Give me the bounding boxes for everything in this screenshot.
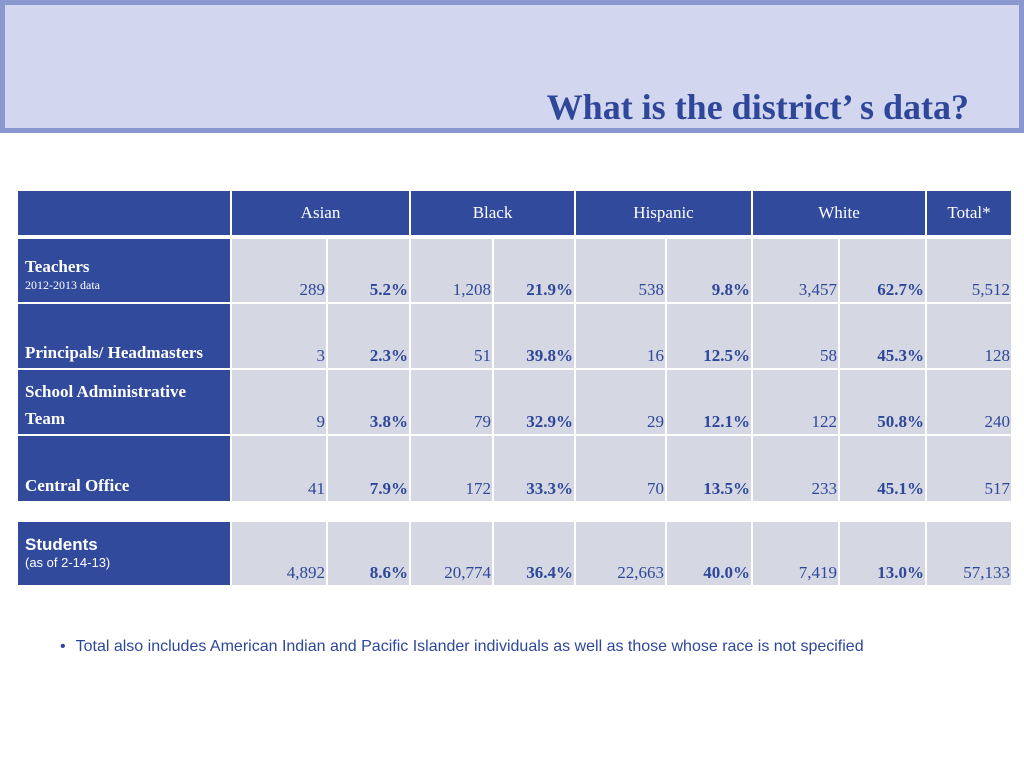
cell-count: 7,419 — [751, 521, 841, 585]
header-white: White — [751, 191, 928, 237]
cell-count: 3,457 — [751, 235, 841, 303]
cell-percent: 5.2% — [325, 235, 412, 303]
cell-percent: 9.8% — [665, 235, 754, 303]
bullet-icon: • — [60, 638, 66, 655]
cell-percent: 2.3% — [325, 303, 412, 369]
table-row-principals: Principals/ Headmasters 3 2.3% 51 39.8% … — [16, 303, 1014, 369]
row-label-principals: Principals/ Headmasters — [16, 303, 232, 369]
district-data-table: Asian Black Hispanic White Total* Teache… — [15, 191, 1014, 585]
cell-percent: 8.6% — [325, 521, 412, 585]
cell-count: 172 — [409, 435, 495, 501]
cell-percent: 12.5% — [665, 303, 754, 369]
cell-count: 70 — [574, 435, 668, 501]
cell-percent: 45.1% — [838, 435, 928, 501]
cell-percent: 13.5% — [665, 435, 754, 501]
footnote-text: Total also includes American Indian and … — [75, 638, 864, 655]
row-label-teachers: Teachers 2012-2013 data — [16, 235, 232, 303]
row-label-students: Students (as of 2-14-13) — [16, 521, 232, 585]
cell-count: 79 — [409, 369, 495, 435]
cell-count: 29 — [574, 369, 668, 435]
cell-percent: 3.8% — [325, 369, 412, 435]
cell-total: 240 — [925, 369, 1014, 435]
cell-percent: 39.8% — [492, 303, 577, 369]
cell-count: 16 — [574, 303, 668, 369]
slide-title: What is the district’ s data? — [546, 87, 969, 127]
cell-total: 128 — [925, 303, 1014, 369]
cell-count: 22,663 — [574, 521, 668, 585]
table-row-school-admin: School Administrative Team 9 3.8% 79 32.… — [16, 369, 1014, 435]
row-label-sub: (as of 2-14-13) — [25, 554, 111, 570]
cell-total: 5,512 — [925, 235, 1014, 303]
row-label-school-admin: School Administrative Team — [16, 369, 232, 435]
header-total: Total* — [925, 191, 1014, 237]
cell-count: 20,774 — [409, 521, 495, 585]
cell-percent: 13.0% — [838, 521, 928, 585]
cell-count: 289 — [230, 235, 328, 303]
cell-percent: 12.1% — [665, 369, 754, 435]
cell-count: 122 — [751, 369, 841, 435]
header-hispanic: Hispanic — [574, 191, 754, 237]
cell-total: 517 — [925, 435, 1014, 501]
cell-count: 58 — [751, 303, 841, 369]
cell-percent: 32.9% — [492, 369, 577, 435]
cell-count: 233 — [751, 435, 841, 501]
row-label-main: Students — [25, 534, 98, 554]
cell-percent: 36.4% — [492, 521, 577, 585]
cell-percent: 7.9% — [325, 435, 412, 501]
table-row-central-office: Central Office 41 7.9% 172 33.3% 70 13.5… — [16, 435, 1014, 501]
header-blank-cell — [16, 191, 232, 237]
row-label-sub: 2012-2013 data — [25, 277, 100, 292]
header-asian: Asian — [229, 191, 412, 237]
cell-percent: 50.8% — [838, 369, 928, 435]
cell-count: 4,892 — [230, 521, 328, 585]
cell-percent: 45.3% — [838, 303, 928, 369]
cell-percent: 40.0% — [665, 521, 754, 585]
table-header-row: Asian Black Hispanic White Total* — [16, 191, 1014, 237]
table-row-students: Students (as of 2-14-13) 4,892 8.6% 20,7… — [16, 521, 1014, 585]
cell-percent: 21.9% — [492, 235, 577, 303]
cell-count: 51 — [409, 303, 495, 369]
cell-percent: 33.3% — [492, 435, 577, 501]
table-row-teachers: Teachers 2012-2013 data 289 5.2% 1,208 2… — [16, 235, 1014, 303]
cell-count: 9 — [230, 369, 328, 435]
table-spacer — [15, 501, 1014, 521]
cell-total: 57,133 — [925, 521, 1014, 585]
cell-count: 41 — [230, 435, 328, 501]
footnote: • Total also includes American Indian and… — [60, 638, 864, 656]
header-black: Black — [409, 191, 577, 237]
spacer-cell — [15, 501, 1014, 521]
cell-count: 3 — [230, 303, 328, 369]
cell-count: 1,208 — [409, 235, 495, 303]
cell-count: 538 — [574, 235, 668, 303]
row-label-central-office: Central Office — [16, 435, 232, 501]
title-bar: What is the district’ s data? — [0, 0, 1024, 133]
cell-percent: 62.7% — [838, 235, 928, 303]
row-label-main: Teachers — [25, 256, 90, 276]
